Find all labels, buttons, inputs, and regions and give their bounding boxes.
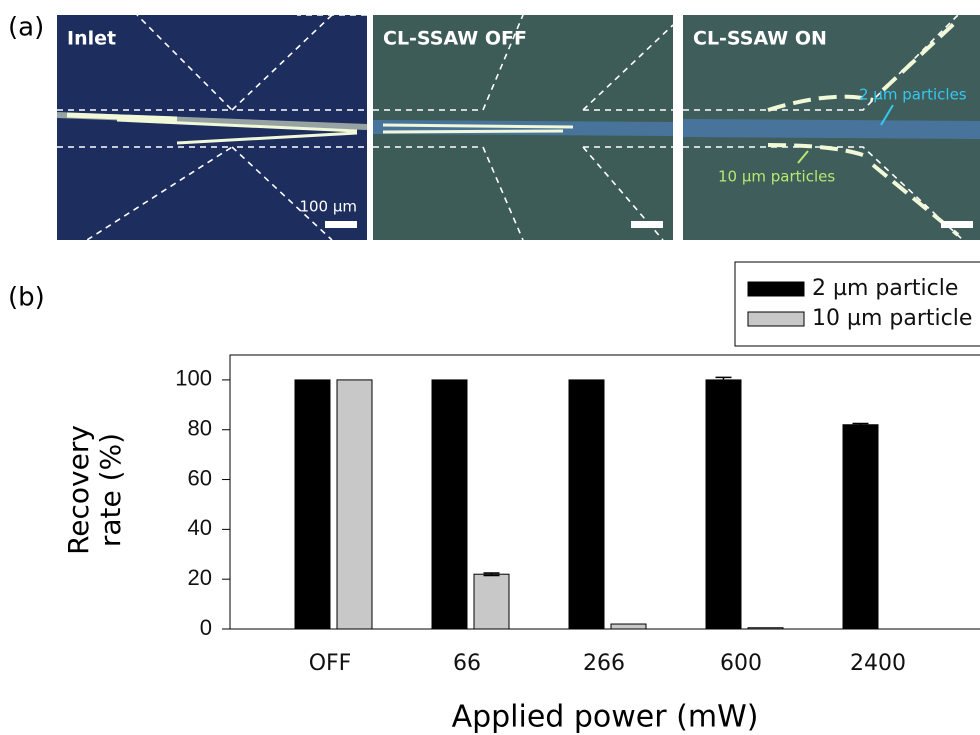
bar	[842, 424, 879, 630]
legend-label: 2 µm particle	[812, 276, 958, 301]
x-axis-label: Applied power (mW)	[452, 700, 759, 735]
annotation: 2 µm particles	[859, 86, 967, 104]
error-bar	[852, 422, 869, 427]
micrograph: CL-SSAW ON 2 µm particles 10 µm particle…	[682, 14, 980, 241]
y-tick-label: 100	[175, 366, 212, 391]
y-tick-label: 40	[188, 515, 212, 540]
scale-label: 100 µm	[299, 198, 357, 216]
bar	[705, 379, 742, 630]
error-bar	[483, 572, 500, 577]
x-tick-label: 66	[453, 651, 481, 676]
y-tick-label: 80	[188, 416, 212, 441]
bar	[568, 379, 605, 630]
bar	[473, 573, 510, 630]
y-axis-label: Recovery rate (%)	[62, 425, 127, 555]
error-bar	[715, 376, 732, 384]
annotation: 10 µm particles	[718, 168, 835, 186]
panel-label: (a)	[8, 13, 44, 43]
bar	[431, 379, 468, 630]
image-title: Inlet	[67, 28, 116, 50]
bar	[294, 379, 331, 630]
x-tick-label: 600	[720, 651, 762, 676]
y-tick-label: 0	[200, 615, 212, 640]
x-tick-label: OFF	[309, 651, 352, 676]
x-tick-label: 2400	[850, 651, 906, 676]
y-tick-label: 60	[188, 465, 212, 490]
micrograph: Inlet 100 µm	[56, 14, 368, 241]
legend-box	[734, 261, 980, 347]
panel-label: (b)	[8, 283, 45, 313]
bar	[336, 379, 373, 630]
legend-swatch	[747, 311, 805, 327]
micrograph: CL-SSAW OFF	[372, 14, 674, 241]
bar	[747, 627, 784, 630]
image-title: CL-SSAW ON	[693, 28, 827, 50]
plot-frame	[229, 354, 980, 630]
image-title: CL-SSAW OFF	[383, 28, 527, 50]
legend-label: 10 µm particle	[812, 306, 972, 331]
x-tick-label: 266	[583, 651, 625, 676]
legend-swatch	[747, 281, 805, 297]
bar	[610, 623, 647, 630]
y-tick-label: 20	[188, 565, 212, 590]
